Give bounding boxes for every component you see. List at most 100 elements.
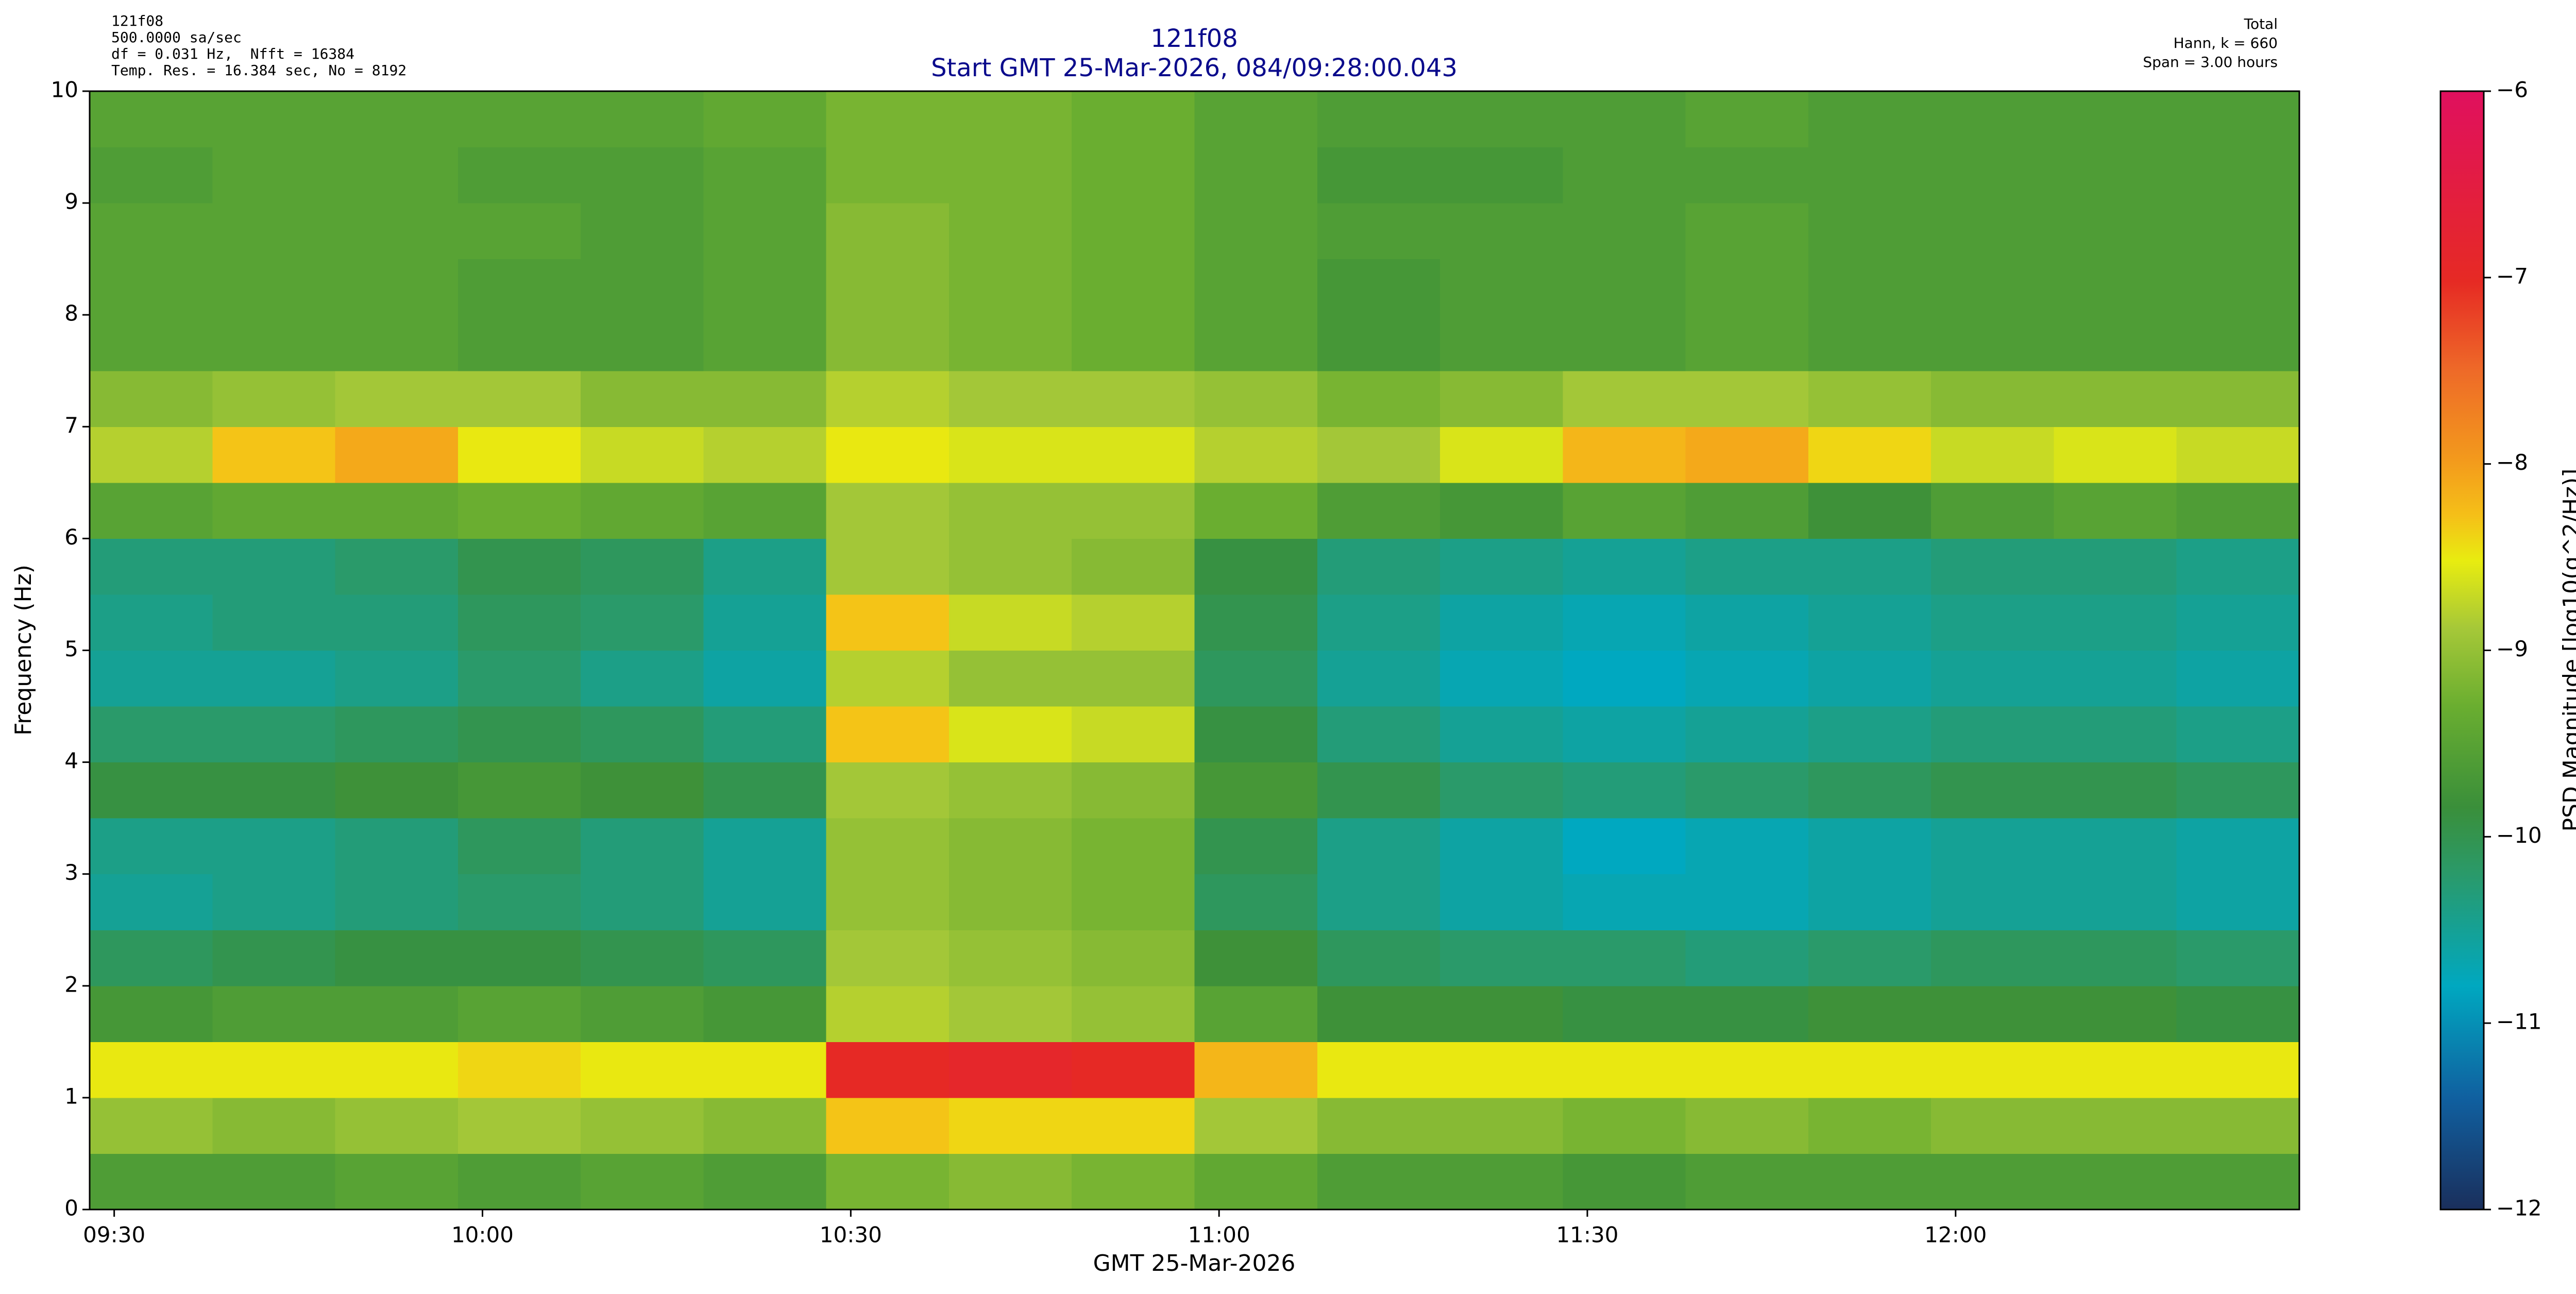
- heatmap-cell: [703, 706, 827, 763]
- heatmap-cell: [1072, 706, 1195, 763]
- heatmap-cell: [2054, 818, 2177, 875]
- heatmap-cell: [1072, 203, 1195, 260]
- heatmap-cell: [703, 482, 827, 539]
- heatmap-cell: [2176, 874, 2300, 930]
- heatmap-cell: [581, 203, 704, 260]
- heatmap-cell: [1685, 985, 1809, 1042]
- heatmap-cell: [1440, 259, 1563, 315]
- heatmap-cell: [2054, 91, 2177, 148]
- heatmap-cell: [1194, 1042, 1318, 1098]
- heatmap-cell: [703, 147, 827, 203]
- heatmap-cell: [1563, 650, 1686, 707]
- heatmap-cell: [1440, 427, 1563, 483]
- heatmap-cell: [826, 538, 950, 595]
- heatmap-cell: [703, 1042, 827, 1098]
- heatmap-cell: [1808, 370, 1931, 427]
- heatmap-cell: [1194, 762, 1318, 819]
- heatmap-cell: [948, 315, 1072, 371]
- heatmap-cell: [1563, 315, 1686, 371]
- heatmap-cell: [1685, 370, 1809, 427]
- heatmap-cell: [90, 259, 213, 315]
- heatmap-cell: [703, 1153, 827, 1210]
- heatmap-cell: [581, 818, 704, 875]
- heatmap-cell: [1440, 1097, 1563, 1154]
- heatmap-cell: [335, 315, 459, 371]
- heatmap-cell: [1931, 427, 2054, 483]
- heatmap-cell: [457, 91, 581, 148]
- heatmap-cell: [1563, 1153, 1686, 1210]
- heatmap-cell: [1931, 203, 2054, 260]
- x-tick-label: 10:00: [451, 1222, 514, 1248]
- heatmap-cell: [2054, 930, 2177, 986]
- heatmap-cell: [1072, 1097, 1195, 1154]
- heatmap-cell: [90, 818, 213, 875]
- chart-subtitle: Start GMT 25-Mar-2026, 084/09:28:00.043: [931, 54, 1458, 82]
- heatmap-cell: [2176, 818, 2300, 875]
- heatmap-cell: [212, 930, 336, 986]
- heatmap-cell: [948, 259, 1072, 315]
- heatmap-cell: [1563, 538, 1686, 595]
- heatmap-cell: [1808, 315, 1931, 371]
- heatmap-cell: [581, 706, 704, 763]
- heatmap-cell: [948, 203, 1072, 260]
- heatmap-cell: [581, 1153, 704, 1210]
- heatmap-cell: [1931, 259, 2054, 315]
- heatmap-cell: [457, 147, 581, 203]
- x-tick-label: 11:00: [1188, 1222, 1250, 1248]
- heatmap-cell: [335, 985, 459, 1042]
- heatmap-cell: [703, 818, 827, 875]
- heatmap-cell: [457, 427, 581, 483]
- heatmap-cell: [1808, 1097, 1931, 1154]
- heatmap-cell: [1685, 538, 1809, 595]
- heatmap-cell: [2054, 594, 2177, 651]
- heatmap-cell: [1072, 762, 1195, 819]
- y-tick-label: 5: [64, 636, 78, 661]
- heatmap-cell: [1808, 874, 1931, 930]
- heatmap-cell: [581, 874, 704, 930]
- heatmap-cell: [2176, 370, 2300, 427]
- heatmap-cell: [90, 985, 213, 1042]
- heatmap-cell: [2054, 427, 2177, 483]
- heatmap-cell: [1685, 762, 1809, 819]
- heatmap-cell: [1931, 482, 2054, 539]
- heatmap-cell: [90, 930, 213, 986]
- heatmap-cell: [1563, 594, 1686, 651]
- heatmap-cell: [948, 1097, 1072, 1154]
- heatmap-cell: [703, 538, 827, 595]
- heatmap-cell: [2176, 594, 2300, 651]
- heatmap-cell: [1931, 91, 2054, 148]
- heatmap-cell: [1317, 650, 1440, 707]
- heatmap-cell: [1563, 482, 1686, 539]
- heatmap-cell: [1194, 1153, 1318, 1210]
- heatmap-cell: [90, 1042, 213, 1098]
- heatmap-cell: [335, 930, 459, 986]
- heatmap-cell: [1072, 818, 1195, 875]
- heatmap-cell: [948, 594, 1072, 651]
- heatmap-cell: [581, 427, 704, 483]
- heatmap-cell: [1931, 147, 2054, 203]
- x-tick-label: 12:00: [1924, 1222, 1987, 1248]
- heatmap-cell: [1072, 370, 1195, 427]
- heatmap-cell: [826, 1097, 950, 1154]
- heatmap-cell: [1563, 762, 1686, 819]
- heatmap-cell: [90, 370, 213, 427]
- heatmap-cell: [1194, 482, 1318, 539]
- heatmap-cell: [826, 650, 950, 707]
- heatmap-cell: [1685, 1153, 1809, 1210]
- heatmap-cell: [212, 203, 336, 260]
- heatmap-cell: [2054, 370, 2177, 427]
- heatmap-cell: [2054, 650, 2177, 707]
- heatmap-cell: [1072, 91, 1195, 148]
- heatmap-cell: [90, 1097, 213, 1154]
- heatmap-cell: [2054, 1097, 2177, 1154]
- heatmap-cell: [335, 482, 459, 539]
- heatmap-cell: [1931, 538, 2054, 595]
- heatmap-cell: [1194, 315, 1318, 371]
- heatmap-cell: [948, 1153, 1072, 1210]
- heatmap-cell: [2176, 985, 2300, 1042]
- heatmap-cell: [1563, 370, 1686, 427]
- heatmap-cell: [1563, 427, 1686, 483]
- heatmap-cell: [1685, 650, 1809, 707]
- heatmap-cell: [1440, 147, 1563, 203]
- heatmap-cell: [457, 538, 581, 595]
